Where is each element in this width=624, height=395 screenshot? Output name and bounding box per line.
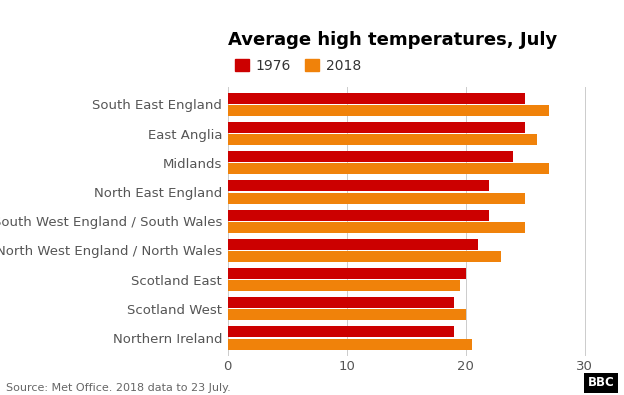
Legend: 1976, 2018: 1976, 2018 <box>235 59 361 73</box>
Bar <box>228 297 454 308</box>
Bar <box>228 280 460 291</box>
Bar <box>228 309 466 320</box>
Bar <box>228 134 537 145</box>
Bar <box>228 209 489 220</box>
Bar <box>228 239 477 250</box>
Bar <box>228 164 549 175</box>
Text: Average high temperatures, July: Average high temperatures, July <box>228 31 557 49</box>
Bar <box>228 122 525 133</box>
Bar <box>228 339 472 350</box>
Text: Source: Met Office. 2018 data to 23 July.: Source: Met Office. 2018 data to 23 July… <box>6 383 231 393</box>
Bar <box>228 93 525 104</box>
Bar <box>228 193 525 204</box>
Bar <box>228 326 454 337</box>
Bar <box>228 268 466 279</box>
Bar <box>228 151 513 162</box>
Bar <box>228 222 525 233</box>
Bar <box>228 181 489 191</box>
Bar <box>228 105 549 116</box>
Bar <box>228 251 501 262</box>
Text: BBC: BBC <box>588 376 615 389</box>
